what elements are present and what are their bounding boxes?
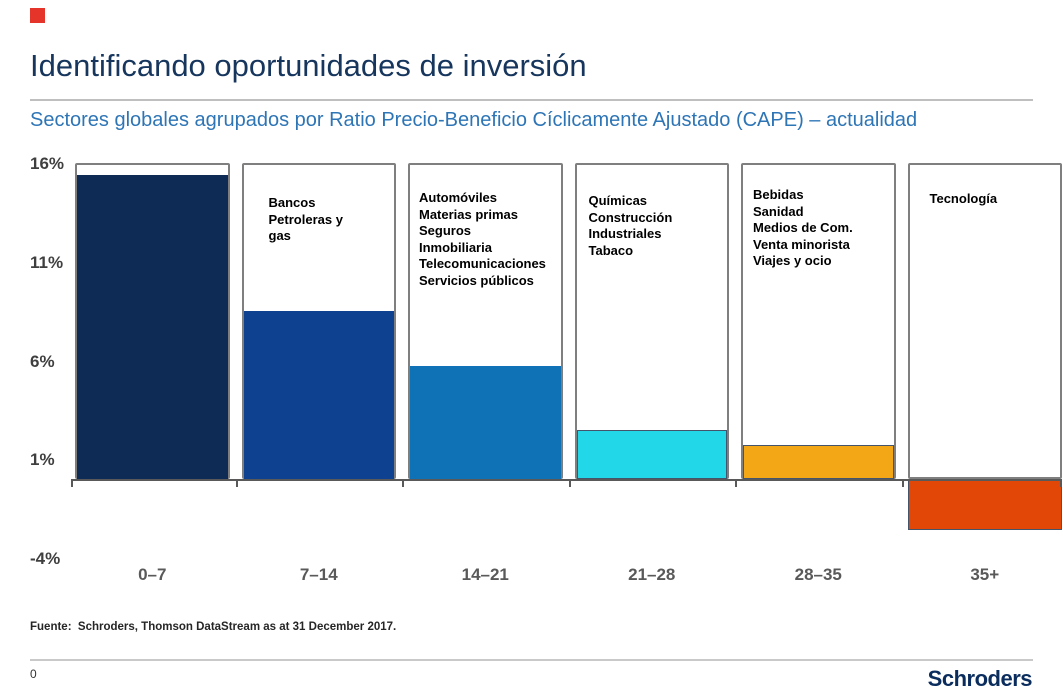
sector-label: Telecomunicaciones [419,256,546,271]
axis-tick-mark [735,481,737,487]
sector-label: Sanidad [753,203,804,219]
page-title: Identificando oportunidades de inversión [30,48,587,83]
sector-label: Construcción [588,209,673,225]
schroders-logo: Schroders [927,666,1033,691]
footer-divider [30,659,1033,661]
x-axis-category-label: 35+ [970,565,1000,584]
x-axis-category-label: 21–28 [628,565,676,584]
sector-label: Servicios públicos [419,272,534,288]
category-box: Químicas Construcción Industriales Tabaco [574,163,729,479]
title-divider [30,99,1033,101]
sector-label: Viajes y ocio [753,253,832,268]
sector-label-list: Bebidas Sanidad Medios de Com. Venta minori… [753,187,890,270]
axis-tick-mark [71,481,73,487]
sector-label: Químicas [588,193,648,208]
sector-label: Venta minorista [753,236,850,252]
y-axis-tick-label: 6% [30,351,55,371]
sector-label: Petroleras y [268,211,343,227]
sector-label: Industriales [588,226,662,241]
x-axis-line [71,479,1062,481]
y-axis-tick-label: 1% [30,450,55,470]
source-note: Fuente: Schroders, Thomson DataStream as… [30,621,397,633]
cape-bar [77,174,228,479]
x-axis-category-label: 7–14 [299,565,338,584]
sector-label: Bancos [268,195,316,210]
cape-bar [410,366,561,479]
y-axis-tick-label: -4% [30,549,61,568]
axis-tick-mark [901,481,904,487]
cape-bar [907,479,1062,531]
sector-label: Tecnología [929,191,998,206]
sector-label: Bebidas [753,187,804,202]
cape-bar [576,429,727,479]
axis-tick-mark [568,481,571,487]
axis-tick-mark [1060,481,1062,487]
sector-label: gas [268,228,291,243]
y-axis-tick-label: 11% [30,252,64,272]
x-axis-category-label: 0–7 [138,565,167,584]
sector-label: Seguros [419,223,472,238]
cape-bar [743,445,894,479]
sector-label-list: Tecnología [930,191,1057,208]
chart-subtitle: Sectores globales agrupados por Ratio Pr… [30,109,918,131]
page-number: 0 [30,667,37,681]
brand-red-square-icon [30,8,45,23]
sector-label: Materias primas [419,206,518,222]
axis-tick-mark [235,481,238,487]
x-axis-category-label: 28–35 [794,565,842,584]
y-axis-tick-label: 16% [30,154,65,173]
sector-label-list: Químicas Construcción Industriales Tabaco [589,193,724,259]
sector-label: Inmobiliaria [419,239,492,255]
sector-label-list: Bancos Petroleras y gas [269,195,391,245]
sector-label: Medios de Com. [753,220,853,235]
category-box: Bebidas Sanidad Medios de Com. Venta minori… [741,163,896,479]
category-box: Tecnología [907,163,1062,479]
sector-label-list: Automóviles Materias primas Seguros Inmobil… [419,190,557,289]
x-axis-category-label: 14–21 [461,565,509,584]
axis-tick-mark [402,481,404,487]
sector-label: Tabaco [588,242,634,258]
cape-bar [243,311,394,479]
sector-label: Automóviles [419,190,498,205]
